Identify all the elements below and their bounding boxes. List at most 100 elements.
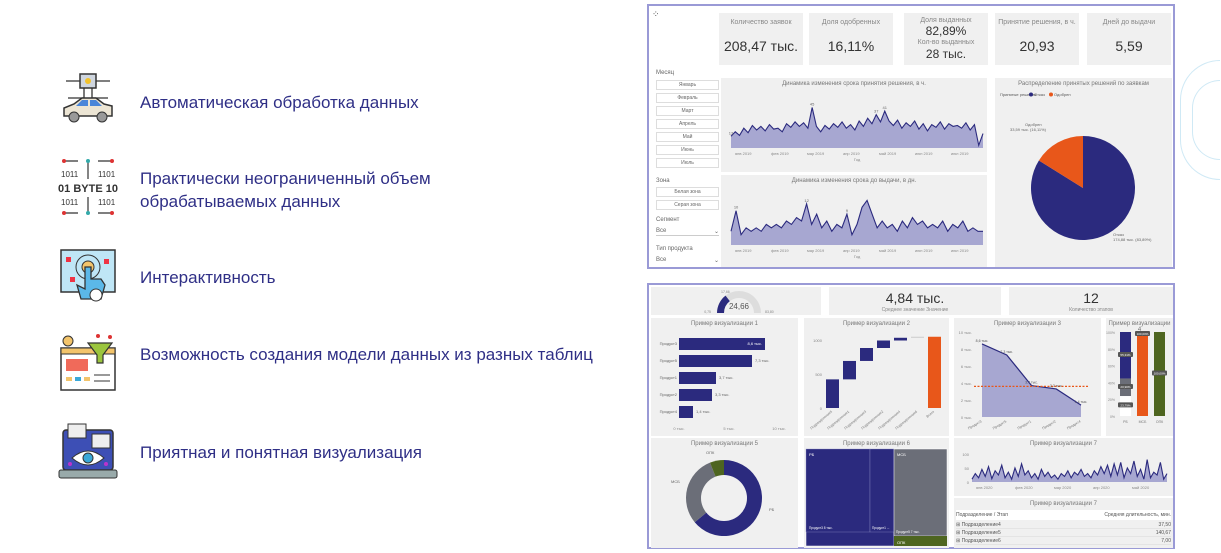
slice-label: Одобрен	[1025, 122, 1042, 127]
series-line	[730, 107, 984, 148]
chart-viz3: Пример визуализации 3 0 тыс. 2 тыс. 4 тыс. 6…	[954, 318, 1101, 436]
kpi-card: Дней до выдачи 5,59	[1087, 13, 1171, 65]
y-tick-label: 2 тыс.	[961, 398, 972, 403]
slice-label: 33,59 тыс. (16,11%)	[1010, 127, 1047, 132]
y-tick-label: 500	[815, 372, 822, 377]
touch-screen-icon	[58, 247, 118, 307]
data-label: 45	[810, 102, 815, 107]
waterfall-bar	[928, 336, 941, 408]
product-dropdown[interactable]: Все ⌄	[656, 257, 719, 264]
chart-viz7: Пример визуализации 7 янв 2020 фев 2020 мар…	[954, 438, 1173, 496]
month-option[interactable]: Март	[656, 106, 719, 116]
row-value: 7,00	[1161, 538, 1171, 544]
zone-option[interactable]: Серая зона	[656, 200, 719, 210]
category-label: Продукт3	[967, 419, 982, 430]
feature-item-text: Приятная и понятная визуализация	[140, 443, 422, 462]
waterfall-bar	[894, 337, 907, 341]
dashboard-top: ⁘ Количество заявок 208,47 тыс. Доля одо…	[647, 4, 1175, 269]
bar	[679, 389, 712, 401]
data-label-bg	[1152, 370, 1167, 376]
month-option[interactable]: Январь	[656, 80, 719, 90]
legend-label: Отказ	[1034, 92, 1045, 97]
data-label: 3,3 тыс.	[1050, 384, 1063, 388]
y-tick-label: 100	[962, 452, 969, 457]
x-tick-label: фев 2020	[1015, 485, 1033, 490]
data-label-bg	[1118, 402, 1133, 408]
feature-item-text: Автоматическая обработка данных	[140, 93, 419, 112]
y-tick-label: 0%	[1110, 415, 1115, 419]
month-option[interactable]: Июнь	[656, 145, 719, 155]
bar	[679, 406, 693, 418]
dashboard-bottom: 24,66 0,75 83,80 17,66 4,84 тыс. Среднее зн…	[647, 283, 1175, 549]
kpi-title: Дней до выдачи	[1102, 19, 1156, 26]
chevron-down-icon: ⌄	[713, 229, 719, 235]
decor-circle	[1192, 80, 1220, 160]
table-row[interactable]: ⊞ Подразделение6 7,00	[956, 537, 1171, 545]
table-row[interactable]: ⊞ Подразделение5 140,67	[956, 529, 1171, 537]
y-tick-label: 50	[965, 466, 970, 471]
y-tick-label: 0	[967, 480, 970, 485]
month-option[interactable]: Апрель	[656, 119, 719, 129]
x-axis-label: Год	[854, 157, 861, 162]
waterfall-bar	[826, 379, 839, 408]
category-label: ОПК	[1156, 420, 1164, 424]
chart-viz5: Пример визуализации 5 РБ МСБ ОПК	[651, 438, 798, 548]
legend-label: Одобрен	[1054, 92, 1071, 97]
chart-viz6: Пример визуализации 6 РБ МСБ ОПК Продукт3 8 …	[804, 438, 949, 548]
stacked-segment	[1137, 332, 1148, 416]
chart-decisions-pie: Распределение принятых решений по заявка…	[995, 78, 1172, 267]
legend-marker	[1029, 92, 1033, 97]
gauge-card: 24,66 0,75 83,80 17,66	[651, 287, 821, 315]
table-row[interactable]: ⊞ Подразделение4 37,50	[956, 521, 1171, 529]
y-tick-label: 0 тыс.	[961, 415, 972, 420]
category-label: МСБ	[1139, 420, 1147, 424]
zone-option[interactable]: Белая зона	[656, 187, 719, 197]
x-tick-label: мар 2019	[807, 151, 825, 156]
series-line	[981, 343, 1082, 406]
month-option[interactable]: Май	[656, 132, 719, 142]
data-label-bg	[1118, 383, 1133, 389]
chart-decision-time: Динамика изменения срока принятия решени…	[721, 78, 987, 172]
category-label: Продукт2	[660, 392, 678, 397]
slicer-label: Тип продукта	[656, 246, 693, 252]
kpi-value: 208,47 тыс.	[723, 38, 799, 54]
y-tick-label: 80%	[1108, 348, 1115, 352]
category-label: Продукт1	[1017, 419, 1032, 430]
x-tick-label: мар 2019	[807, 248, 825, 253]
month-option[interactable]: Июль	[656, 158, 719, 168]
data-label: 12	[804, 198, 809, 203]
series-area	[731, 200, 983, 245]
data-label: 100,00%	[1137, 332, 1149, 336]
data-label: 13	[729, 130, 734, 135]
treemap-label: Продукт3 8 тыс.	[809, 526, 833, 530]
x-tick-label: янв 2019	[735, 151, 752, 156]
data-label: 9	[846, 208, 849, 213]
kpi-card: 12 Количество этапов	[1009, 287, 1173, 315]
feature-item-text: Возможность создания модели данных из ра…	[140, 345, 593, 364]
bar	[679, 338, 765, 350]
product-value: Все	[656, 257, 667, 263]
x-tick-label: май 2019	[879, 248, 897, 253]
row-name: ⊞ Подразделение6	[956, 538, 1001, 544]
y-tick-label: 10 тыс.	[959, 330, 972, 335]
x-tick-label: июл 2019	[951, 151, 969, 156]
data-label: 3,7 тыс.	[719, 375, 734, 380]
data-label: 55,31%	[1120, 353, 1131, 357]
x-tick-label: фев 2019	[771, 151, 789, 156]
x-tick-label: июл 2019	[951, 248, 969, 253]
data-label: 20,90%	[1120, 385, 1131, 389]
gauge-fill	[717, 295, 730, 313]
category-label: Продукт1	[660, 375, 678, 380]
kpi-value: 12	[1083, 290, 1099, 306]
data-label: 8,6 тыс.	[748, 341, 763, 346]
category-label: РБ	[1123, 420, 1128, 424]
segment-dropdown[interactable]: Все ⌄	[656, 228, 719, 236]
data-label: 41	[883, 105, 888, 110]
treemap-tile	[894, 536, 947, 546]
chevron-down-icon: ⌄	[713, 258, 719, 264]
treemap-label: РБ	[809, 452, 815, 457]
chart-title: Пример визуализации 6	[842, 441, 911, 447]
waterfall-bar	[911, 336, 924, 338]
data-label: 3,3 тыс.	[715, 392, 730, 397]
month-option[interactable]: Февраль	[656, 93, 719, 103]
